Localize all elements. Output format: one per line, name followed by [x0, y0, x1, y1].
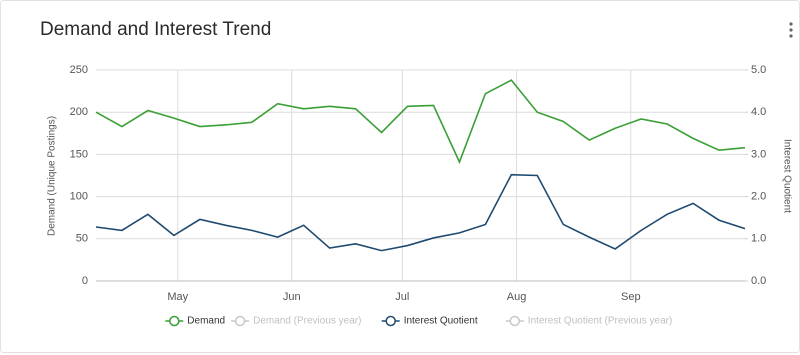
legend-marker	[509, 315, 521, 327]
y-tick-label: 100	[70, 191, 88, 203]
legend-marker	[234, 315, 246, 327]
y2-tick-label: 0.0	[751, 275, 766, 287]
y2-tick-label: 1.0	[751, 233, 766, 245]
series-line	[95, 173, 746, 252]
x-tick-label: Sep	[621, 291, 641, 303]
legend-label: Interest Quotient	[404, 316, 478, 327]
legend-marker	[169, 315, 180, 327]
y2-axis-label: Interest Quotient	[781, 139, 792, 213]
x-tick-label: May	[167, 291, 188, 303]
legend-item[interactable]: Demand (Previous year)	[231, 316, 361, 327]
y2-tick-label: 5.0	[751, 64, 766, 76]
y-tick-label: 50	[76, 233, 88, 245]
x-tick-label: Jun	[283, 291, 301, 303]
menu-icon[interactable]	[789, 22, 793, 38]
y-axis-label: Demand (Unique Postings)	[47, 116, 58, 236]
y-tick-label: 200	[70, 106, 88, 118]
legend-label: Interest Quotient (Previous year)	[528, 316, 673, 327]
legend-item[interactable]: Interest Quotient	[381, 315, 478, 327]
y-tick-label: 150	[70, 148, 88, 160]
series-line	[95, 79, 746, 165]
y-tick-label: 0	[82, 275, 88, 287]
y2-tick-label: 4.0	[751, 106, 766, 118]
x-tick-label: Jul	[395, 291, 409, 303]
legend-marker	[385, 315, 396, 327]
legend-label: Demand (Previous year)	[253, 316, 361, 327]
chart-title: Demand and Interest Trend	[40, 19, 271, 40]
legend-item[interactable]: Demand	[165, 316, 225, 327]
y-tick-label: 250	[70, 64, 88, 76]
legend-item[interactable]: Interest Quotient (Previous year)	[505, 315, 673, 327]
y2-tick-label: 2.0	[751, 191, 766, 203]
y2-tick-label: 3.0	[751, 148, 766, 160]
legend-label: Demand	[187, 316, 225, 327]
x-tick-label: Aug	[507, 291, 527, 303]
